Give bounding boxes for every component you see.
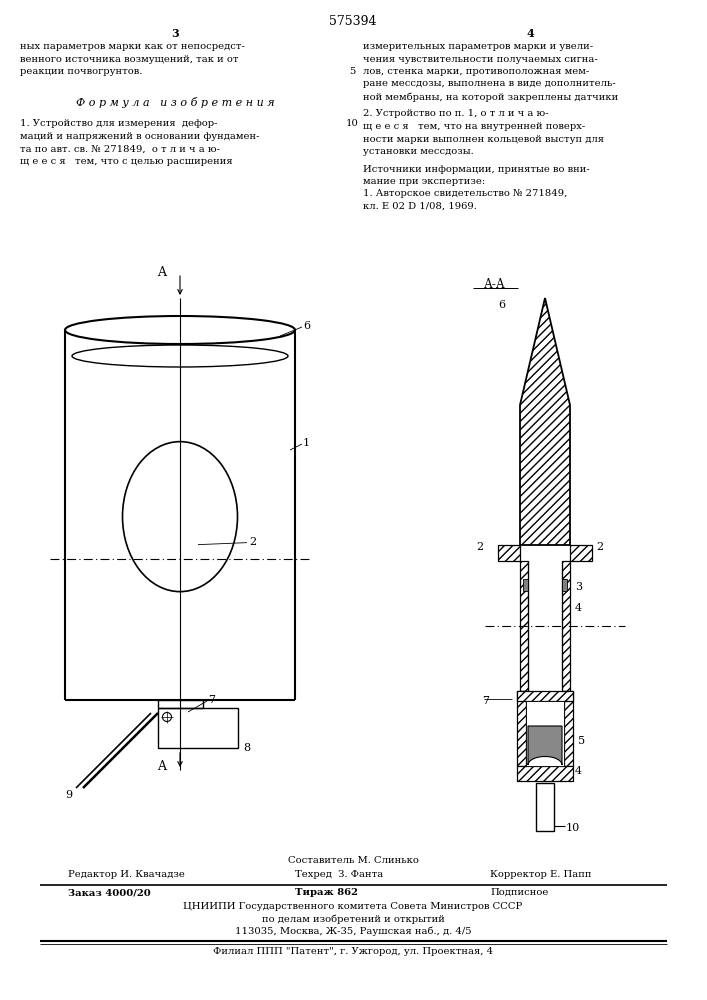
Text: Ф о р м у л а   и з о б р е т е н и я: Ф о р м у л а и з о б р е т е н и я: [76, 98, 274, 108]
Polygon shape: [520, 561, 528, 691]
Text: измерительных параметров марки и увели-: измерительных параметров марки и увели-: [363, 42, 593, 51]
Text: 1: 1: [303, 438, 310, 448]
Text: та по авт. св. № 271849,  о т л и ч а ю-: та по авт. св. № 271849, о т л и ч а ю-: [20, 144, 220, 153]
Text: 5: 5: [578, 736, 585, 746]
Polygon shape: [498, 545, 520, 561]
Polygon shape: [562, 561, 570, 691]
Text: 2. Устройство по п. 1, о т л и ч а ю-: 2. Устройство по п. 1, о т л и ч а ю-: [363, 109, 549, 118]
Text: 3: 3: [575, 582, 582, 592]
Polygon shape: [523, 579, 528, 591]
Text: 575394: 575394: [329, 15, 377, 28]
Text: 1. Авторское свидетельство № 271849,: 1. Авторское свидетельство № 271849,: [363, 190, 568, 198]
Polygon shape: [526, 701, 564, 766]
Polygon shape: [520, 298, 570, 545]
Text: щ е е с я   тем, что с целью расширения: щ е е с я тем, что с целью расширения: [20, 157, 233, 166]
Text: маций и напряжений в основании фундамен-: маций и напряжений в основании фундамен-: [20, 132, 259, 141]
Text: щ е е с я   тем, что на внутренней поверх-: щ е е с я тем, что на внутренней поверх-: [363, 122, 585, 131]
Text: 10: 10: [566, 823, 580, 833]
Text: установки месcдозы.: установки месcдозы.: [363, 147, 474, 156]
Text: 4: 4: [575, 766, 582, 776]
Polygon shape: [517, 691, 573, 701]
Text: Подписное: Подписное: [490, 888, 549, 897]
Text: 8: 8: [243, 743, 250, 753]
Text: 1. Устройство для измерения  дефор-: 1. Устройство для измерения дефор-: [20, 119, 218, 128]
Text: 7: 7: [482, 696, 489, 706]
Text: Источники информации, принятые во вни-: Источники информации, принятые во вни-: [363, 164, 590, 174]
Text: Техред  З. Фанта: Техред З. Фанта: [295, 870, 383, 879]
Polygon shape: [517, 691, 526, 766]
Text: лов, стенка марки, противоположная мем-: лов, стенка марки, противоположная мем-: [363, 67, 589, 76]
Text: 5: 5: [349, 67, 355, 76]
Text: 9: 9: [65, 790, 72, 800]
Polygon shape: [562, 579, 567, 591]
Text: 6: 6: [498, 300, 505, 310]
Text: Заказ 4000/20: Заказ 4000/20: [68, 888, 151, 897]
Text: ной мембраны, на которой закреплены датчики: ной мембраны, на которой закреплены датч…: [363, 92, 618, 102]
Text: Корректор Е. Папп: Корректор Е. Папп: [490, 870, 592, 879]
Text: 3: 3: [171, 28, 179, 39]
Text: ране месcдозы, выполнена в виде дополнитель-: ране месcдозы, выполнена в виде дополнит…: [363, 80, 616, 89]
Text: ности марки выполнен кольцевой выступ для: ности марки выполнен кольцевой выступ дл…: [363, 134, 604, 143]
Text: 6: 6: [303, 321, 310, 331]
Text: чения чувствительности получаемых сигна-: чения чувствительности получаемых сигна-: [363, 54, 597, 64]
Text: 2: 2: [249, 537, 256, 547]
Text: 4: 4: [575, 603, 582, 613]
Text: 10: 10: [346, 119, 358, 128]
Polygon shape: [564, 691, 573, 766]
Polygon shape: [570, 545, 592, 561]
Text: венного источника возмущений, так и от: венного источника возмущений, так и от: [20, 54, 238, 64]
Text: 113035, Москва, Ж-35, Раушская наб., д. 4/5: 113035, Москва, Ж-35, Раушская наб., д. …: [235, 926, 472, 936]
Bar: [158, 708, 238, 748]
Text: Тираж 862: Тираж 862: [295, 888, 358, 897]
Text: A: A: [157, 760, 166, 773]
Text: Филиал ППП "Патент", г. Ужгород, ул. Проектная, 4: Филиал ППП "Патент", г. Ужгород, ул. Про…: [213, 947, 493, 956]
Text: мание при экспертизе:: мание при экспертизе:: [363, 177, 485, 186]
Text: Составитель М. Слинько: Составитель М. Слинько: [288, 856, 419, 865]
Text: реакции почвогрунтов.: реакции почвогрунтов.: [20, 67, 142, 76]
Text: 2: 2: [596, 542, 603, 552]
Text: кл. Е 02 D 1/08, 1969.: кл. Е 02 D 1/08, 1969.: [363, 202, 477, 211]
Text: ЦНИИПИ Государственного комитета Совета Министров СССР: ЦНИИПИ Государственного комитета Совета …: [183, 902, 522, 911]
Text: Редактор И. Квачадзе: Редактор И. Квачадзе: [68, 870, 185, 879]
Polygon shape: [517, 766, 573, 781]
Text: ных параметров марки как от непосредст-: ных параметров марки как от непосредст-: [20, 42, 245, 51]
Text: 4: 4: [526, 28, 534, 39]
Text: 7: 7: [208, 695, 215, 705]
Polygon shape: [536, 783, 554, 831]
Text: по делам изобретений и открытий: по делам изобретений и открытий: [262, 914, 445, 924]
Polygon shape: [528, 726, 562, 765]
Bar: [158, 700, 203, 708]
Text: A: A: [157, 266, 166, 279]
Text: А-А: А-А: [484, 278, 506, 291]
Text: 2: 2: [476, 542, 483, 552]
